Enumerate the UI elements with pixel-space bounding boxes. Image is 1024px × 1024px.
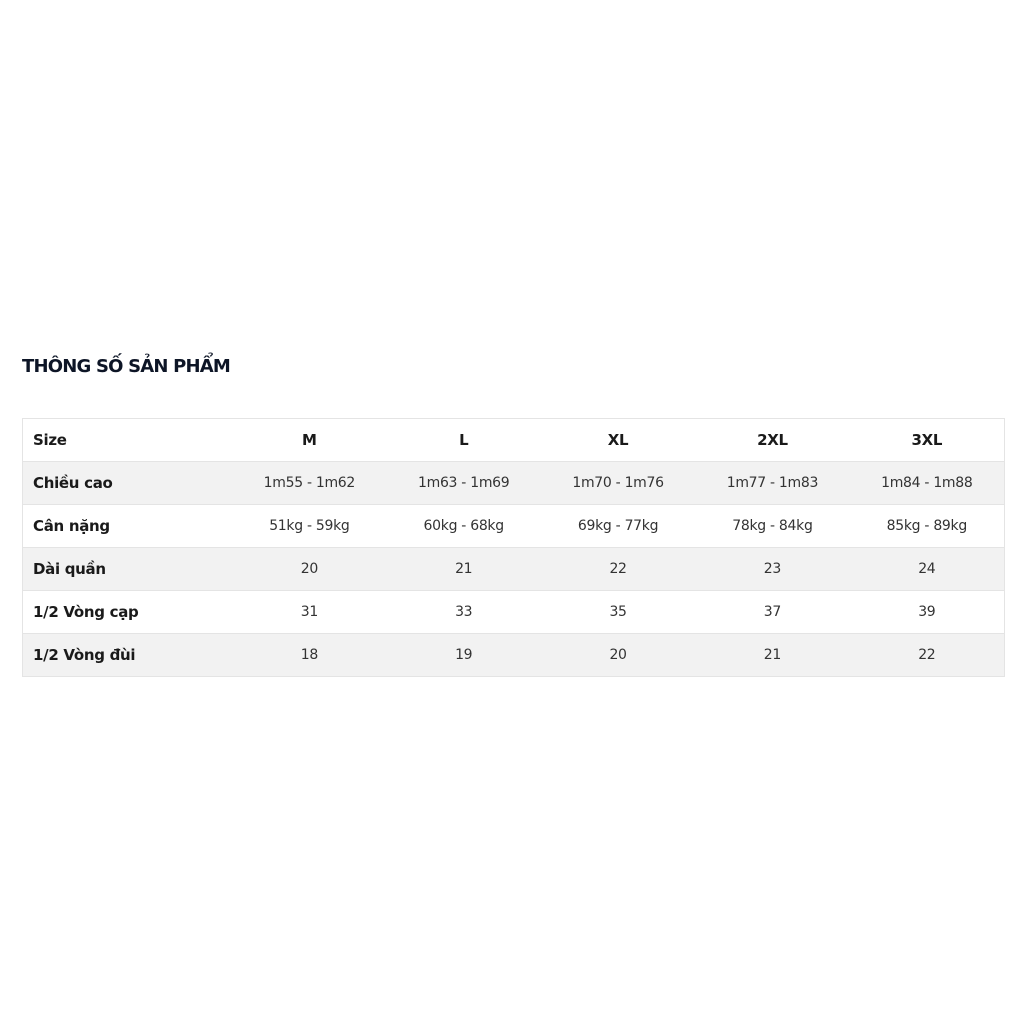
- table-cell: 1m84 - 1m88: [849, 461, 1005, 505]
- table-cell: 22: [540, 547, 696, 591]
- table-cell: 24: [849, 547, 1005, 591]
- table-cell: 31: [232, 590, 387, 634]
- table-cell: 1m55 - 1m62: [232, 461, 387, 505]
- table-cell: 1m63 - 1m69: [386, 461, 541, 505]
- table-cell: 18: [232, 633, 387, 677]
- table-cell: 21: [695, 633, 850, 677]
- row-label: Size: [22, 418, 233, 462]
- table-cell: L: [386, 418, 541, 462]
- table-cell: 2XL: [695, 418, 850, 462]
- size-table: Size M L XL 2XL 3XL Chiều cao 1m55 - 1m62 1m63 -…: [22, 418, 1005, 677]
- table-row: 1/2 Vòng cạp 31 33 35 37 39: [22, 590, 1005, 634]
- row-label: 1/2 Vòng đùi: [22, 633, 233, 677]
- table-cell: 21: [386, 547, 541, 591]
- table-cell: 51kg - 59kg: [232, 504, 387, 548]
- row-label: Cân nặng: [22, 504, 233, 548]
- table-row: Chiều cao 1m55 - 1m62 1m63 - 1m69 1m70 - 1m…: [22, 461, 1005, 505]
- table-cell: 35: [540, 590, 696, 634]
- table-row: 1/2 Vòng đùi 18 19 20 21 22: [22, 633, 1005, 677]
- table-cell: M: [232, 418, 387, 462]
- table-cell: 39: [849, 590, 1005, 634]
- table-cell: 69kg - 77kg: [540, 504, 696, 548]
- table-cell: 37: [695, 590, 850, 634]
- page-title: THÔNG SỐ SẢN PHẨM: [22, 356, 231, 377]
- table-cell: XL: [540, 418, 696, 462]
- table-cell: 60kg - 68kg: [386, 504, 541, 548]
- table-cell: 19: [386, 633, 541, 677]
- table-cell: 3XL: [849, 418, 1005, 462]
- table-cell: 23: [695, 547, 850, 591]
- row-label: Chiều cao: [22, 461, 233, 505]
- table-row: Cân nặng 51kg - 59kg 60kg - 68kg 69kg - 77k…: [22, 504, 1005, 548]
- row-label: Dài quần: [22, 547, 233, 591]
- table-cell: 1m77 - 1m83: [695, 461, 850, 505]
- row-label: 1/2 Vòng cạp: [22, 590, 233, 634]
- table-cell: 78kg - 84kg: [695, 504, 850, 548]
- table-cell: 20: [232, 547, 387, 591]
- table-row: Dài quần 20 21 22 23 24: [22, 547, 1005, 591]
- table-cell: 20: [540, 633, 696, 677]
- table-cell: 1m70 - 1m76: [540, 461, 696, 505]
- table-cell: 22: [849, 633, 1005, 677]
- table-cell: 33: [386, 590, 541, 634]
- table-cell: 85kg - 89kg: [849, 504, 1005, 548]
- table-header-row: Size M L XL 2XL 3XL: [22, 418, 1005, 462]
